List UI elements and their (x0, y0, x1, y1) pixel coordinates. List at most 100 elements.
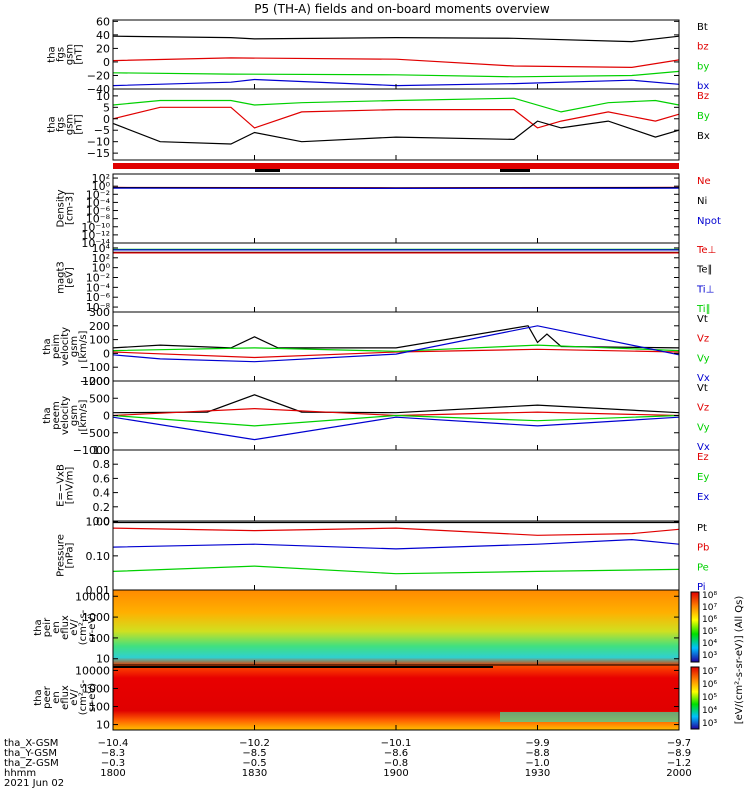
x-tick-value: −1.0 (525, 758, 549, 769)
legend-ne: Ne (697, 176, 711, 187)
y-tick-label: 10000 (75, 664, 110, 677)
colorbar-tick-label: 10⁷ (702, 603, 717, 613)
y-tick-label: 0.2 (93, 501, 111, 514)
legend-vz: Vz (697, 334, 709, 345)
y-axis-label: velocity (60, 327, 71, 366)
y-axis-label: eflux (60, 615, 71, 640)
y-axis-label: (cm²-s- (78, 609, 89, 645)
y-tick-label: 10⁻² (86, 188, 110, 201)
y-tick-label: 1000 (82, 375, 110, 388)
legend-ex: Ex (697, 492, 709, 503)
series-bx (112, 120, 680, 145)
x-tick-value: −8.8 (525, 748, 549, 759)
y-axis-label: Pressure (56, 534, 67, 577)
x-tick-value: −0.8 (384, 758, 408, 769)
y-axis-label: gsm (69, 336, 80, 357)
series-bt (112, 35, 680, 43)
legend-pe: Pe (697, 562, 709, 573)
panel-frame (112, 88, 680, 161)
y-axis-label: eV/ (69, 689, 80, 706)
panel-peir_eflux: 10000 1000 100 10 thapeirenefluxeV/(cm²-s-sr… (33, 589, 680, 666)
colorbar-tick-label: 10⁵ (702, 693, 717, 703)
y-axis-label: en (51, 691, 62, 704)
y-tick-label: 10² (92, 252, 110, 265)
series-bz (112, 57, 680, 69)
y-axis-label: tha (47, 46, 58, 62)
panel-frame (112, 449, 680, 522)
y-tick-label: 10 (96, 90, 110, 103)
y-tick-label: −20 (87, 69, 110, 82)
legend-ti: Ti⊥ (696, 284, 714, 295)
colorbar-label: [eV/(cm²-s-sr-eV)] (All Qs) (734, 596, 745, 725)
y-axis-label: tha (42, 407, 53, 423)
legend-vx: Vx (697, 442, 710, 453)
y-axis-label: [km/s] (78, 330, 89, 362)
y-tick-label: 1.00 (86, 516, 111, 529)
y-tick-label: 0 (103, 347, 110, 360)
figure-title: P5 (TH-A) fields and on-board moments ov… (254, 2, 550, 16)
series-pe (112, 565, 680, 575)
colorbar-tick-label: 10³ (702, 719, 717, 729)
colorbar-peir (690, 591, 700, 663)
legend-npot: Npot (697, 216, 721, 227)
y-axis-label: [eV] (65, 267, 76, 288)
series-vz (112, 348, 680, 359)
x-tick-value: −9.9 (525, 738, 549, 749)
panel-efield: 1.00.80.6 0.40.20.0 E=−VxB[mV/m] Ez Ey Ex (56, 444, 710, 528)
y-tick-label: 10⁻¹² (81, 229, 110, 242)
legend-by: by (697, 61, 709, 72)
series-vy (112, 344, 680, 352)
y-tick-label: 10⁻¹⁰ (81, 221, 110, 234)
y-axis-label: (cm²-s- (78, 679, 89, 715)
y-tick-label: 60 (96, 15, 110, 28)
y-axis-label: velocity (60, 396, 71, 435)
y-tick-label: 10⁰ (92, 180, 111, 193)
x-tick-value: −8.9 (667, 748, 691, 759)
legend-vz: Vz (697, 403, 709, 414)
panel-peim_velocity: 3002001000−100−200thapeimvelocitygsm[km/… (42, 306, 710, 388)
series-vy (112, 414, 680, 427)
y-tick-label: −200 (80, 375, 110, 388)
legend-bt: Bt (697, 22, 708, 33)
legend-pb: Pb (697, 543, 709, 554)
y-axis-label: magt3 (56, 261, 67, 294)
y-tick-label: 0 (103, 410, 110, 423)
legend-by: By (697, 111, 710, 122)
y-axis-label: eflux (60, 685, 71, 710)
y-axis-label: [nT] (74, 44, 85, 64)
y-tick-label: 200 (89, 320, 110, 333)
x-tick-value: −10.4 (98, 738, 129, 749)
colorbar-tick-label: 10⁸ (702, 591, 717, 601)
y-tick-label: −40 (87, 83, 110, 96)
panels: 6040200−20−40thafgsgsm[nT]Btbzbybx1050−5… (33, 15, 721, 731)
y-axis-label: en (51, 621, 62, 634)
y-axis-label: [mV/m] (65, 467, 76, 505)
y-axis-label: gsm (65, 44, 76, 65)
y-tick-label: −500 (80, 427, 110, 440)
x-tick-value: −9.7 (667, 738, 691, 749)
y-tick-label: 10⁻² (86, 272, 110, 285)
y-axis-label: tha (42, 338, 53, 354)
series-pi (112, 538, 680, 550)
y-axis-label: tha (33, 619, 44, 635)
y-tick-label: 100 (89, 701, 110, 714)
colorbar-tick-label: 10⁷ (702, 667, 717, 677)
y-axis-label: tha (47, 116, 58, 132)
x-row-label: tha_Y-GSM (4, 748, 57, 759)
y-tick-label: 500 (89, 392, 110, 405)
series-bz (112, 106, 680, 129)
legend-pt: Pt (697, 523, 707, 534)
series-pb (112, 527, 680, 536)
colorbar-tick-label: 10⁶ (702, 680, 717, 690)
x-tick-value: 1800 (100, 768, 125, 779)
y-axis-label: tha (33, 689, 44, 705)
legend-vx: Vx (697, 373, 710, 384)
y-tick-label: 300 (89, 306, 110, 319)
x-row-label: hhmm (4, 768, 36, 779)
legend-te: Te⊥ (696, 245, 716, 256)
mode-indicator-bar (113, 163, 679, 172)
y-axis-label: sr-eV) (87, 613, 98, 642)
x-row-label: tha_Z-GSM (4, 758, 59, 769)
x-tick-value: −0.5 (242, 758, 266, 769)
